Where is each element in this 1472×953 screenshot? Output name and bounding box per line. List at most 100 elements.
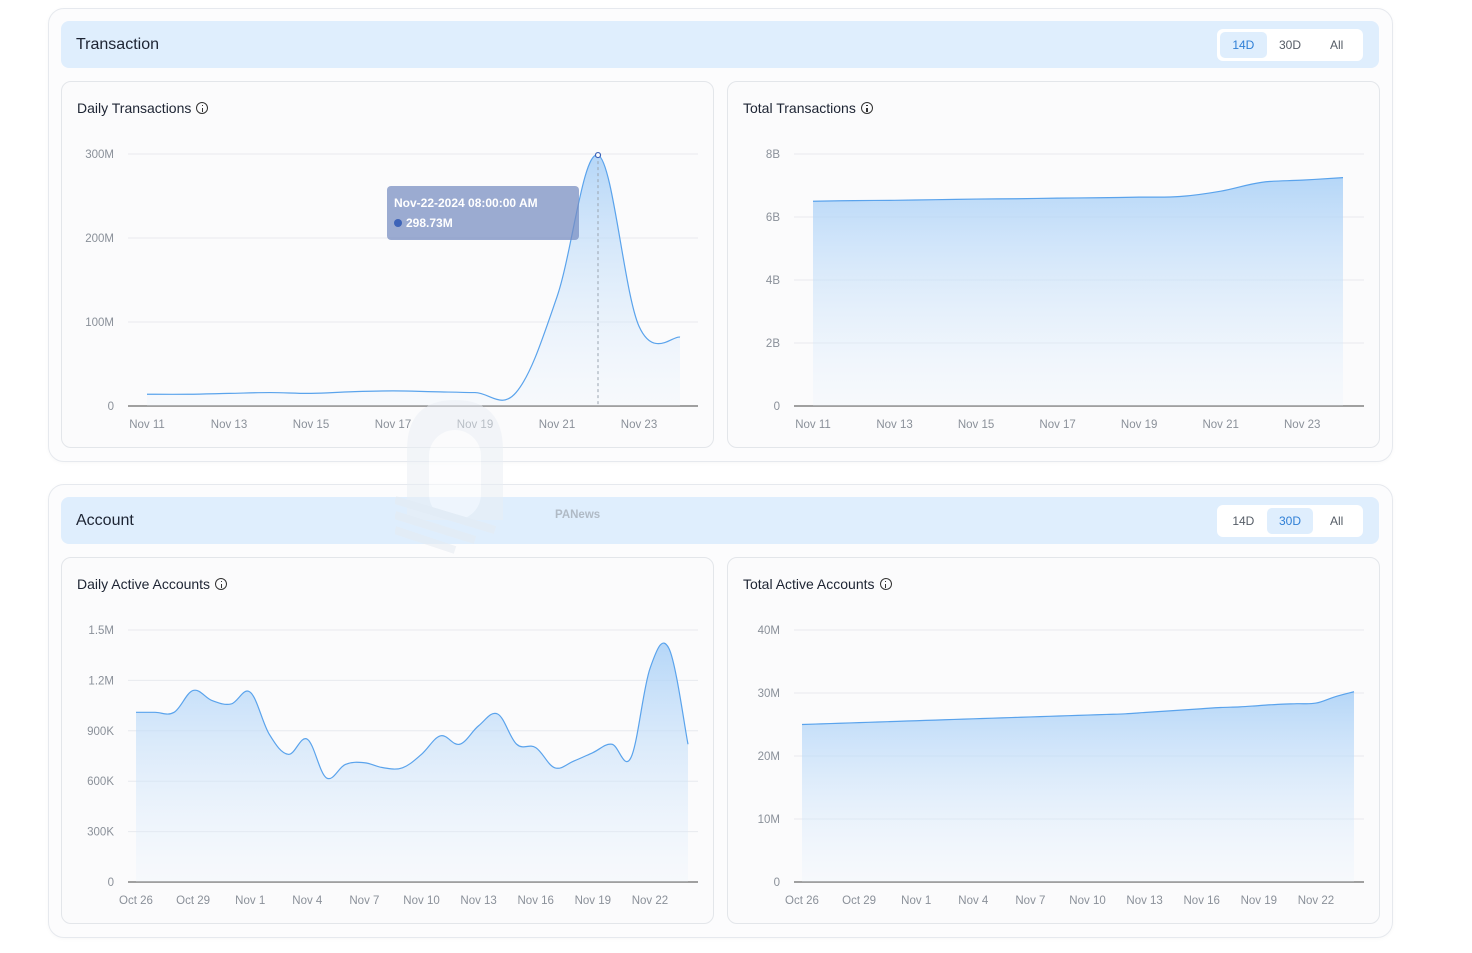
daily-transactions-chart[interactable]: 0 100M 200M 300M Nov 11 Nov 13 Nov 15 Nov 17 Nov… <box>62 82 713 447</box>
y-tick-label: 900K <box>87 726 114 738</box>
total-transactions-card: Total Transactions 0 2B 4B 6B 8B Nov 11 Nov 13… <box>727 81 1380 448</box>
tooltip-date: Nov-22-2024 08:00:00 AM <box>394 196 538 210</box>
area-fill <box>802 691 1354 882</box>
account-header: Account 14D 30D All <box>61 497 1379 544</box>
range-14d-button[interactable]: 14D <box>1232 514 1255 528</box>
total-active-accounts-chart[interactable]: 0 10M 20M 30M 40M Oct 26 Oct 29 Nov 1 Nov 4 Nov 7… <box>728 558 1379 923</box>
daily-transactions-card: Daily Transactions 0 100M 200M 300M Nov 11 No… <box>61 81 714 448</box>
y-tick-label: 600K <box>87 776 114 788</box>
range-all-button[interactable]: All <box>1330 514 1344 528</box>
y-tick-label: 0 <box>108 877 114 889</box>
x-tick-label: Nov 4 <box>292 895 323 907</box>
y-tick-label: 8B <box>766 149 780 161</box>
transaction-header: Transaction 14D 30D All <box>61 21 1379 68</box>
info-icon[interactable] <box>196 102 209 114</box>
card-title-text: Total Transactions <box>743 100 856 116</box>
y-tick-label: 0 <box>108 401 114 413</box>
daily-active-accounts-card: Daily Active Accounts 0 300K 600K 900K 1.2M 1… <box>61 557 714 924</box>
x-tick-label: Nov 7 <box>349 895 379 907</box>
series-line <box>801 691 1355 726</box>
x-tick-label: Nov 11 <box>129 419 165 431</box>
x-tick-label: Nov 15 <box>293 419 329 431</box>
x-tick-label: Nov 10 <box>403 895 439 907</box>
x-tick-label: Nov 13 <box>1126 895 1162 907</box>
x-tick-label: Nov 22 <box>632 895 668 907</box>
info-icon[interactable] <box>215 578 228 590</box>
x-tick-label: Nov 23 <box>621 419 657 431</box>
y-tick-label: 4B <box>766 275 780 287</box>
transaction-range-selector: 14D 30D All <box>1217 29 1363 61</box>
x-tick-label: Nov 13 <box>460 895 496 907</box>
x-tick-label: Nov 1 <box>235 895 265 907</box>
range-30d-button[interactable]: 30D <box>1279 38 1302 52</box>
x-tick-label: Nov 11 <box>795 419 831 431</box>
card-title-text: Total Active Accounts <box>743 576 875 592</box>
total-transactions-chart[interactable]: 0 2B 4B 6B 8B Nov 11 Nov 13 Nov 15 Nov 17 Nov 19 N… <box>728 82 1379 447</box>
area-fill <box>813 177 1343 406</box>
x-tick-label: Nov 17 <box>1039 419 1075 431</box>
x-tick-label: Nov 19 <box>1121 419 1157 431</box>
y-tick-label: 40M <box>758 625 780 637</box>
card-title: Total Transactions <box>743 100 873 116</box>
x-tick-label: Nov 4 <box>958 895 989 907</box>
series-line <box>146 154 681 401</box>
x-tick-label: Nov 23 <box>1284 419 1320 431</box>
card-title: Daily Transactions <box>77 100 209 116</box>
y-tick-label: 0 <box>774 401 780 413</box>
tooltip-series-dot <box>394 219 402 227</box>
x-tick-label: Nov 19 <box>1241 895 1277 907</box>
x-tick-label: Oct 29 <box>842 895 876 907</box>
x-tick-label: Oct 26 <box>119 895 153 907</box>
daily-active-accounts-chart[interactable]: 0 300K 600K 900K 1.2M 1.5M Oct 26 Oct 29 Nov 1 No… <box>62 558 713 923</box>
y-tick-label: 1.5M <box>88 625 114 637</box>
x-tick-label: Oct 26 <box>785 895 819 907</box>
tooltip-value: 298.73M <box>406 216 453 230</box>
y-tick-label: 1.2M <box>88 675 114 687</box>
area-fill <box>147 154 680 406</box>
y-tick-label: 10M <box>758 814 780 826</box>
x-tick-label: Nov 21 <box>1202 419 1238 431</box>
section-title: Transaction <box>76 36 159 53</box>
x-tick-label: Nov 13 <box>211 419 247 431</box>
range-14d-button[interactable]: 14D <box>1220 32 1267 58</box>
x-tick-label: Nov 17 <box>375 419 411 431</box>
x-tick-label: Nov 13 <box>876 419 912 431</box>
card-title-text: Daily Active Accounts <box>77 576 211 592</box>
y-tick-label: 300M <box>85 149 114 161</box>
range-30d-button[interactable]: 30D <box>1266 508 1314 534</box>
account-section: Account 14D 30D All Daily Active Account… <box>48 484 1393 938</box>
card-title: Total Active Accounts <box>743 576 892 592</box>
y-tick-label: 30M <box>758 688 780 700</box>
y-tick-label: 20M <box>758 751 780 763</box>
x-tick-label: Nov 19 <box>457 419 493 431</box>
range-all-button[interactable]: All <box>1330 38 1344 52</box>
x-tick-label: Nov 7 <box>1015 895 1045 907</box>
card-title: Daily Active Accounts <box>77 576 228 592</box>
chart-tooltip: Nov-22-2024 08:00:00 AM 298.73M <box>387 186 579 240</box>
info-icon[interactable] <box>860 102 873 114</box>
y-tick-label: 200M <box>85 233 114 245</box>
total-active-accounts-card: Total Active Accounts 0 10M 20M 30M 40M Oct 2… <box>727 557 1380 924</box>
account-range-selector: 14D 30D All <box>1217 505 1363 537</box>
y-tick-label: 300K <box>87 827 114 839</box>
card-title-text: Daily Transactions <box>77 100 192 116</box>
transaction-section: Transaction 14D 30D All Daily Transactio… <box>48 8 1393 462</box>
x-tick-label: Nov 22 <box>1298 895 1334 907</box>
x-tick-label: Nov 1 <box>901 895 931 907</box>
hover-point <box>594 151 602 159</box>
series-line <box>135 642 689 780</box>
y-tick-label: 6B <box>766 212 780 224</box>
series-line <box>812 177 1344 202</box>
x-tick-label: Nov 10 <box>1069 895 1105 907</box>
x-tick-label: Nov 21 <box>539 419 575 431</box>
info-icon[interactable] <box>879 578 892 590</box>
x-tick-label: Oct 29 <box>176 895 210 907</box>
y-tick-label: 2B <box>766 338 780 350</box>
y-tick-label: 100M <box>85 317 114 329</box>
x-tick-label: Nov 19 <box>575 895 611 907</box>
x-tick-label: Nov 16 <box>518 895 554 907</box>
x-tick-label: Nov 16 <box>1184 895 1220 907</box>
y-tick-label: 0 <box>774 877 780 889</box>
x-tick-label: Nov 15 <box>958 419 994 431</box>
section-title: Account <box>76 512 134 529</box>
